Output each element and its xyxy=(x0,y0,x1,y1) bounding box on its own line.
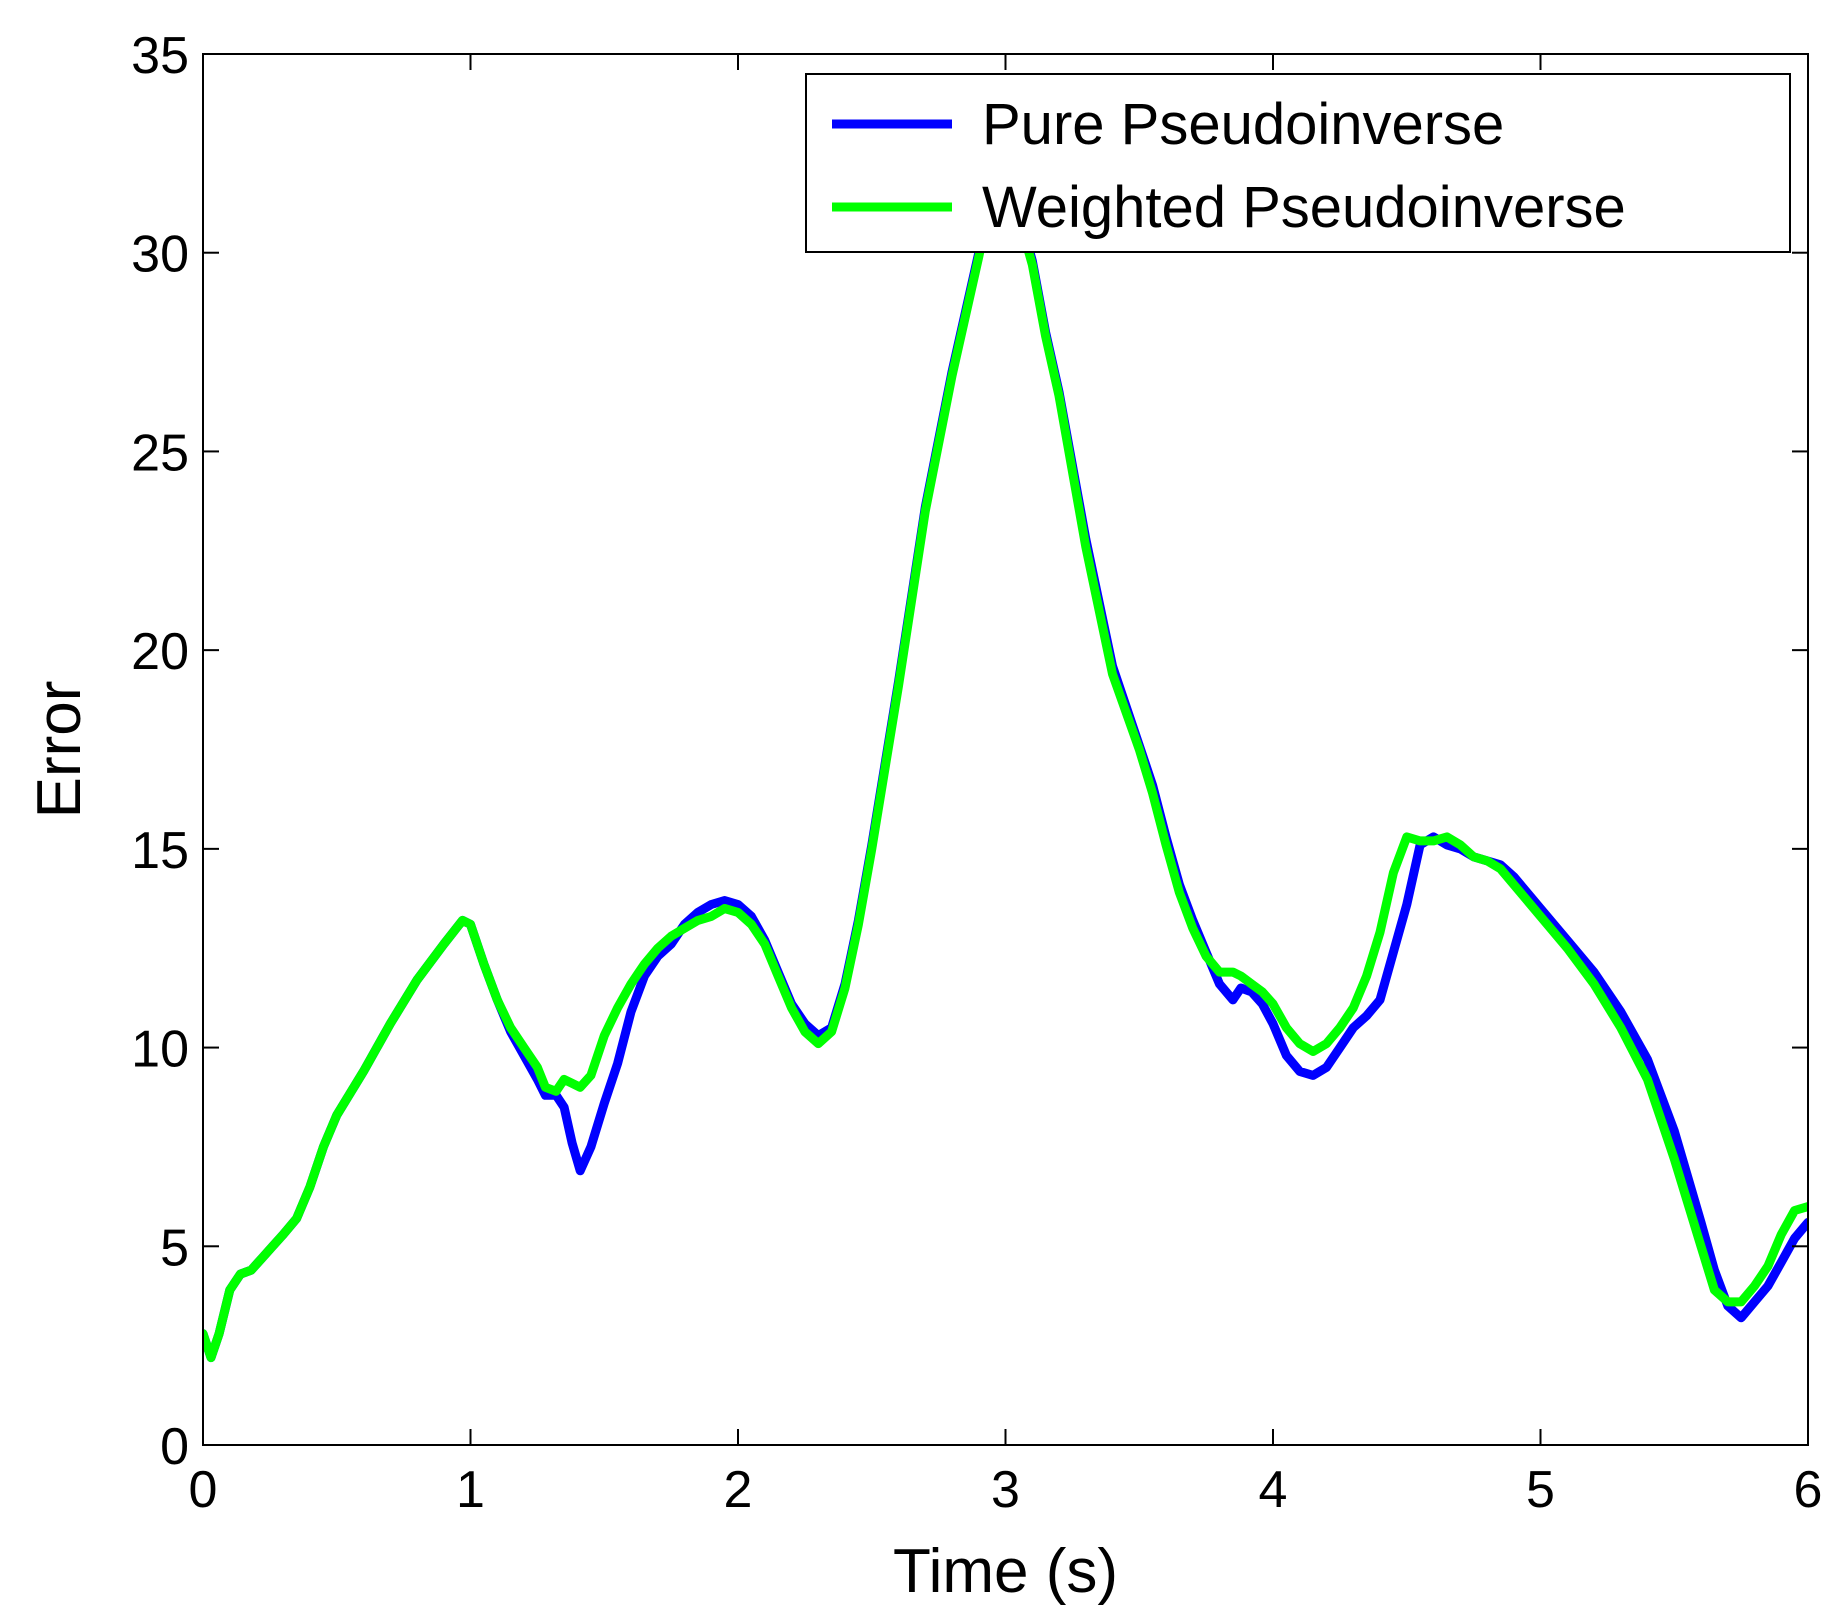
x-axis-label: Time (s) xyxy=(893,1537,1118,1606)
x-tick-label: 5 xyxy=(1526,1461,1555,1519)
y-tick-label: 25 xyxy=(131,424,189,482)
legend: Pure Pseudoinverse Weighted Pseudoinverse xyxy=(805,73,1791,253)
x-tick-label: 3 xyxy=(991,1461,1020,1519)
legend-label-2: Weighted Pseudoinverse xyxy=(982,175,1626,240)
x-tick-label: 4 xyxy=(1259,1461,1288,1519)
y-tick-label: 10 xyxy=(131,1021,189,1079)
y-tick-label: 30 xyxy=(131,226,189,284)
y-tick-label: 35 xyxy=(131,27,189,85)
legend-box xyxy=(805,73,1791,253)
y-tick-label: 0 xyxy=(160,1418,189,1476)
y-tick-label: 20 xyxy=(131,623,189,681)
y-tick-label: 5 xyxy=(160,1219,189,1277)
series-line-2 xyxy=(203,160,1808,1363)
y-axis-label: Error xyxy=(25,681,94,819)
x-tick-label: 6 xyxy=(1794,1461,1823,1519)
x-tick-label: 0 xyxy=(189,1461,218,1519)
legend-label-1: Pure Pseudoinverse xyxy=(982,92,1504,157)
plot-area: 0 1 2 3 4 5 6 0 5 10 15 20 25 30 35 xyxy=(131,27,1822,1519)
x-tick-label: 2 xyxy=(724,1461,753,1519)
series-group xyxy=(203,156,1808,1363)
x-tick-label: 1 xyxy=(456,1461,485,1519)
y-tick-label: 15 xyxy=(131,822,189,880)
